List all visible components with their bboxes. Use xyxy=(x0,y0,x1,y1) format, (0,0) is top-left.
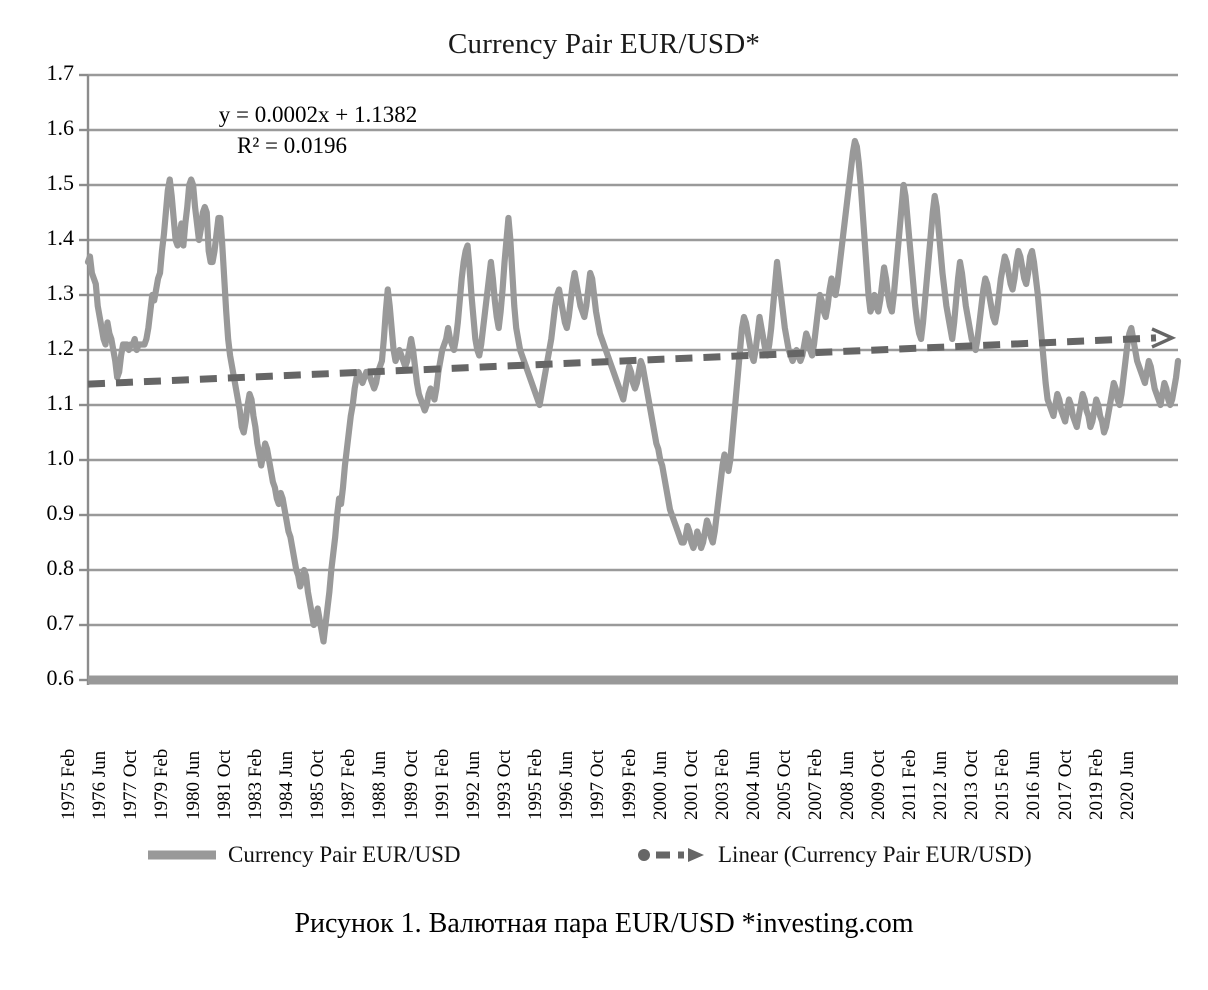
y-axis-tick-label: 1.0 xyxy=(46,445,75,470)
x-axis-tick-label: 2000 Jun xyxy=(649,750,671,820)
x-axis-tick-label: 1992 Jun xyxy=(462,750,484,820)
x-axis-tick-label: 2003 Feb xyxy=(712,748,733,820)
r-squared-label: R² = 0.0196 xyxy=(237,133,347,158)
x-axis-tick-label: 2011 Feb xyxy=(898,749,920,820)
x-axis-tick-label: 1975 Feb xyxy=(58,748,79,820)
y-axis-tick-label: 1.7 xyxy=(46,60,75,85)
y-axis-tick-label: 1.2 xyxy=(46,335,75,360)
y-axis-tick-label: 1.6 xyxy=(46,115,75,140)
x-axis-tick-label: 1985 Oct xyxy=(307,749,329,820)
x-axis-tick-label: 1995 Feb xyxy=(525,748,547,820)
x-axis-tick-label: 2005 Oct xyxy=(774,749,796,820)
x-axis-tick-label: 1989 Oct xyxy=(400,749,422,820)
x-axis-tick-label: 2013 Oct xyxy=(961,749,983,820)
x-axis-tick-label: 2007 Feb xyxy=(805,748,827,820)
y-axis-tick-label: 0.9 xyxy=(46,500,75,525)
chart-title: Currency Pair EUR/USD* xyxy=(447,28,761,60)
x-axis-tick-label: 1980 Jun xyxy=(182,750,204,820)
x-axis-tick-label: 1976 Jun xyxy=(89,750,111,820)
figure-caption: Рисунок 1. Валютная пара EUR/USD *invest… xyxy=(294,908,914,939)
x-axis-tick-label: 1987 Feb xyxy=(338,748,360,820)
x-axis-tick-label: 2012 Jun xyxy=(930,750,951,820)
chart-plot-area: y = 0.0002x + 1.1382 R² = 0.0196 xyxy=(79,73,1182,685)
x-axis-tick-label: 2015 Feb xyxy=(992,748,1014,820)
x-axis-tick-label: 1981 Oct xyxy=(213,749,235,820)
trendline xyxy=(87,334,1157,388)
data-series-line xyxy=(84,137,1182,645)
x-axis-tick-label: 2008 Jun xyxy=(836,750,858,820)
x-axis-tick-label: 2004 Jun xyxy=(743,750,765,820)
y-axis-tick-label: 1.1 xyxy=(46,390,75,415)
x-axis-tick-label: 2009 Oct xyxy=(867,749,889,820)
x-axis-tick-label: 1996 Jun xyxy=(556,750,578,820)
y-axis-tick-label: 0.6 xyxy=(46,665,75,690)
x-axis-tick-label: 1984 Jun xyxy=(276,750,297,820)
x-axis-tick-label: 1997 Oct xyxy=(587,749,609,820)
x-axis-tick-label: 2019 Feb xyxy=(1085,748,1107,820)
y-axis-tick-label: 1.5 xyxy=(46,170,75,195)
x-axis-tick-label: 2001 Oct xyxy=(680,749,702,820)
legend-label-series: Currency Pair EUR/USD xyxy=(228,842,461,867)
chart-legend: Currency Pair EUR/USD Linear (Currency P… xyxy=(0,838,1208,878)
x-axis-tick-label: 1991 Feb xyxy=(431,748,453,820)
legend-entry-series: Currency Pair EUR/USD xyxy=(146,842,461,868)
x-axis-tick-label: 1983 Feb xyxy=(244,748,266,820)
x-axis-tick-label: 1993 Oct xyxy=(494,749,515,820)
x-axis-labels: 1975 Feb 1976 Jun 1977 Oct 1979 Feb 1980 Jun… xyxy=(0,690,1208,820)
y-axis-tick-label: 0.7 xyxy=(46,610,75,635)
legend-entry-trend: Linear (Currency Pair EUR/USD) xyxy=(636,842,1032,868)
trendline-equation-label: y = 0.0002x + 1.1382 xyxy=(219,102,417,127)
legend-label-trend: Linear (Currency Pair EUR/USD) xyxy=(718,842,1032,867)
x-axis-tick-label: 2017 Oct xyxy=(1054,749,1076,820)
legend-solid-line-icon xyxy=(148,850,216,860)
legend-dashed-arrow-icon xyxy=(638,848,704,862)
x-axis-tick-label: 1979 Feb xyxy=(151,748,173,820)
y-axis-tick-label: 1.3 xyxy=(46,280,75,305)
x-axis-tick-label: 1988 Jun xyxy=(369,750,391,820)
trendline-arrow-icon xyxy=(1151,327,1177,349)
x-axis-tick-label: 2020 Jun xyxy=(1116,750,1138,820)
x-axis-tick-label: 2016 Jun xyxy=(1023,750,1045,820)
x-axis-tick-label: 1999 Feb xyxy=(618,748,640,820)
y-axis-tick-label: 1.4 xyxy=(46,225,75,250)
y-axis-tick-label: 0.8 xyxy=(46,555,75,580)
x-axis-tick-label: 1977 Oct xyxy=(120,749,142,820)
